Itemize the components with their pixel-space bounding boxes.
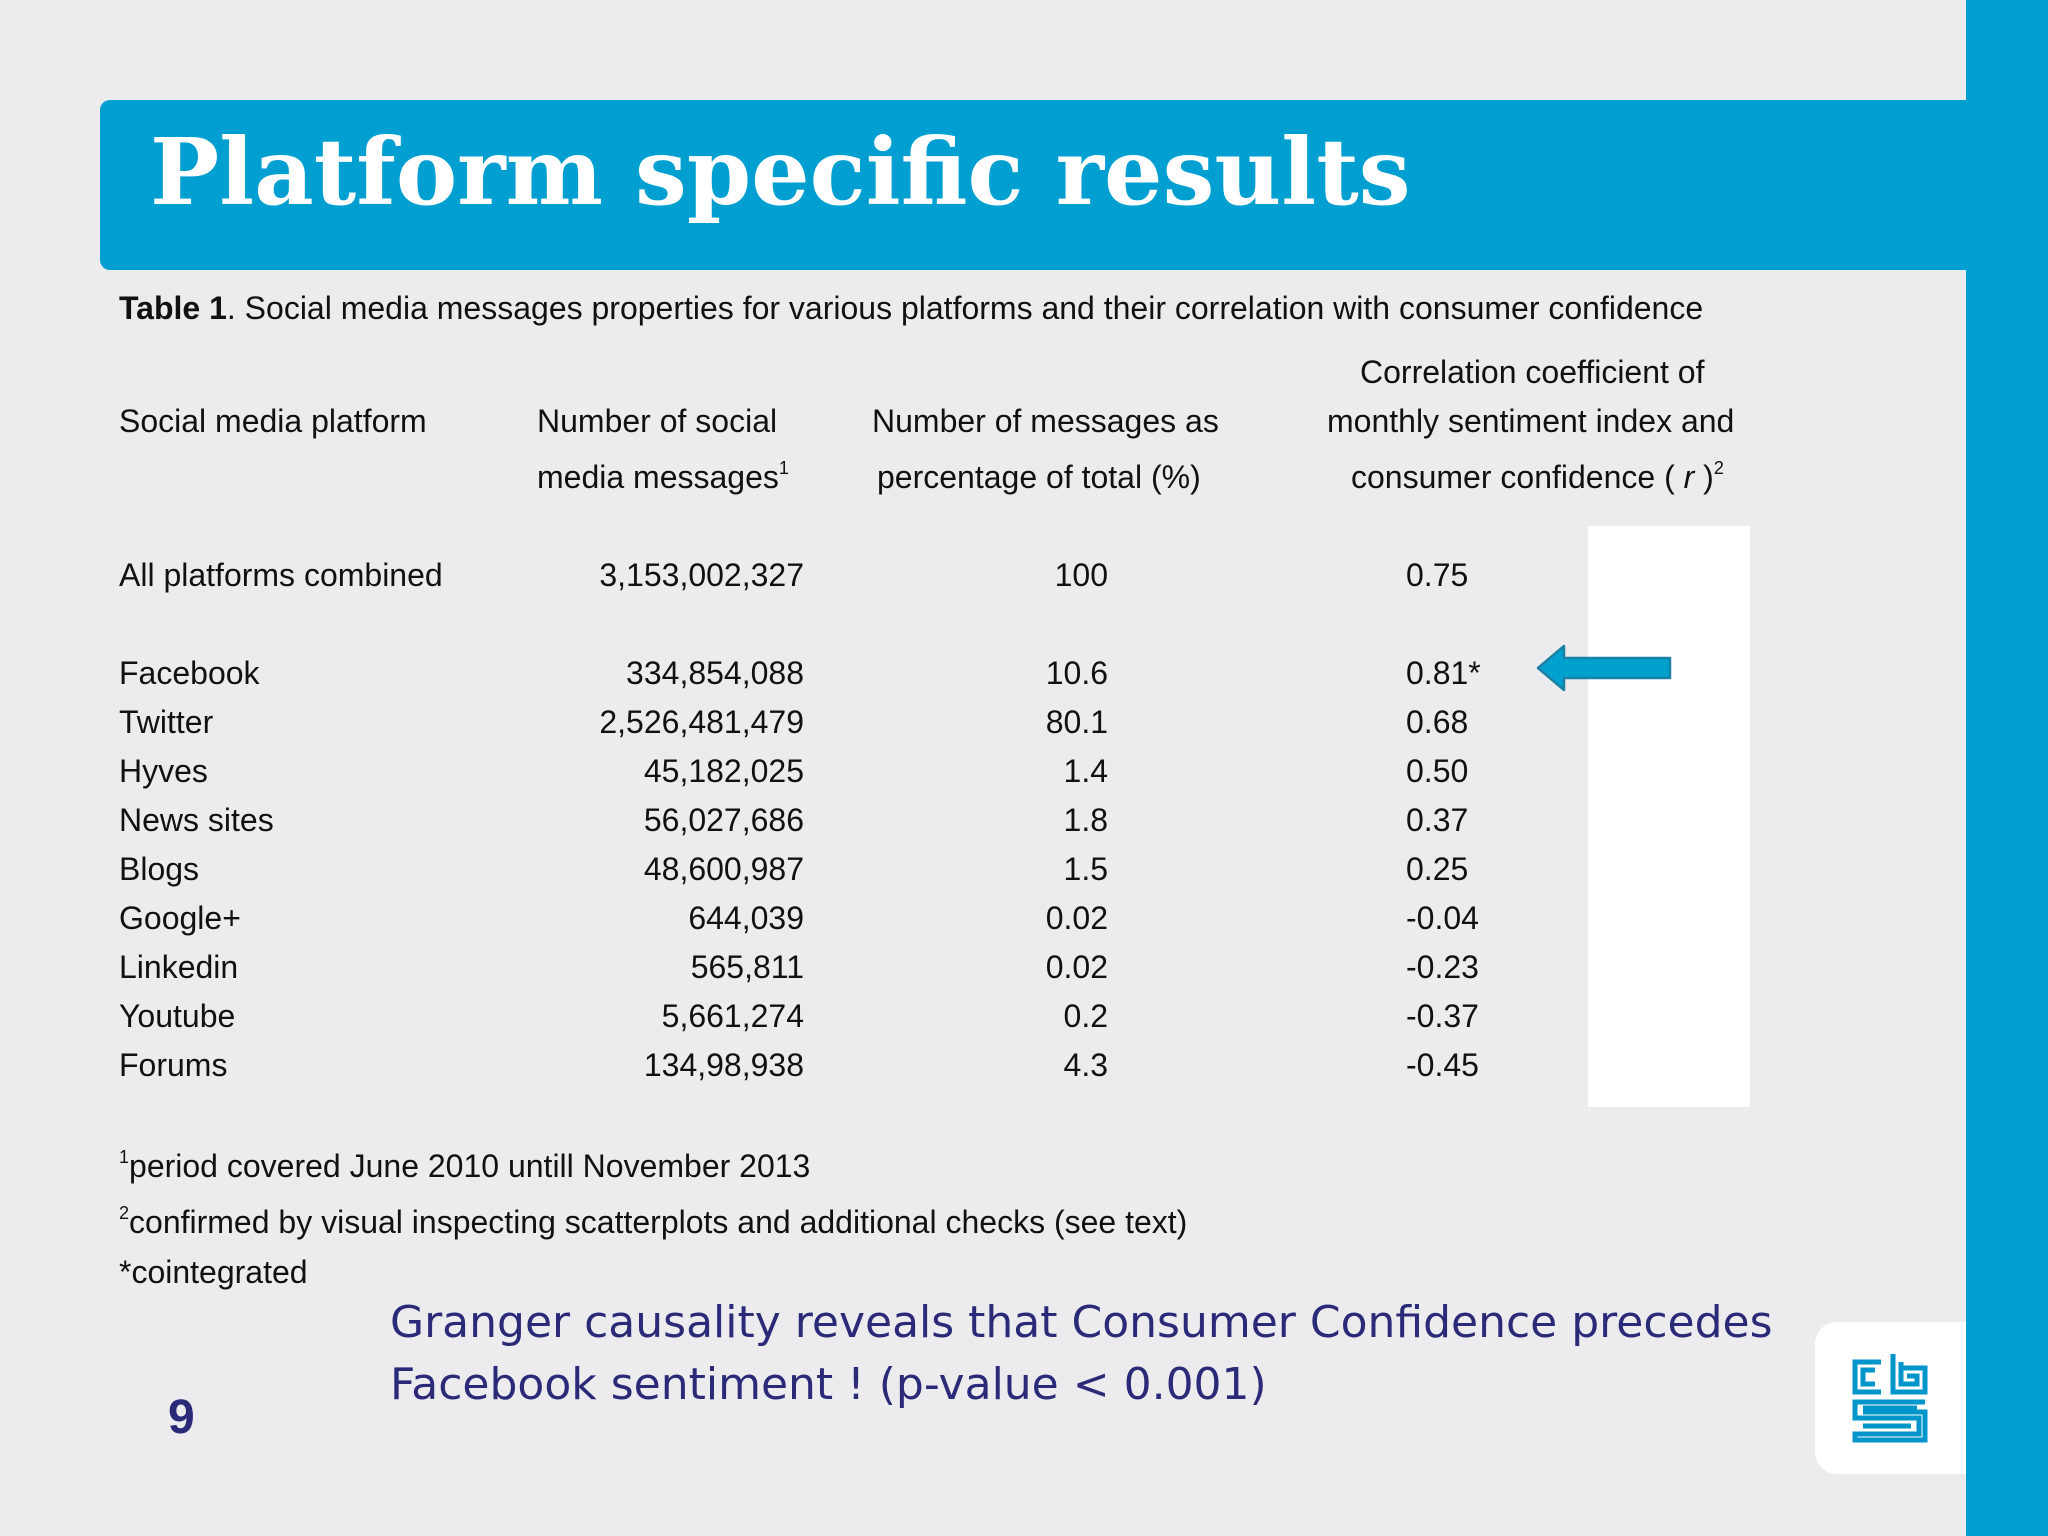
combined-percentage: 100 [1054,557,1108,593]
combined-correlation: 0.75 [1406,557,1469,593]
table-caption-label: Table 1 [119,290,227,326]
combined-messages: 3,153,002,327 [599,557,804,593]
row-platform: Youtube [119,998,236,1034]
header-messages-line1: Number of social [537,403,778,439]
row-percentage: 1.4 [1063,753,1108,789]
row-correlation: 0.81* [1406,655,1481,691]
title-banner: Platform specific results [100,100,1966,270]
row-messages: 5,661,274 [661,998,804,1034]
row-messages: 334,854,088 [626,655,804,691]
row-messages: 48,600,987 [643,851,804,887]
row-correlation: -0.04 [1406,900,1479,936]
header-correlation-text: consumer confidence ( [1351,459,1684,495]
row-correlation: 0.25 [1406,851,1469,887]
footnote-2-text: confirmed by visual inspecting scatterpl… [129,1204,1188,1240]
row-percentage: 1.8 [1063,802,1108,838]
page-number: 9 [168,1391,195,1444]
row-messages: 134,98,938 [643,1047,804,1083]
row-percentage: 1.5 [1063,851,1108,887]
row-correlation: 0.50 [1406,753,1469,789]
row-percentage: 80.1 [1045,704,1108,740]
footnote-1-mark: 1 [119,1147,130,1167]
row-messages: 2,526,481,479 [599,704,804,740]
conclusion-line-2: Facebook sentiment ! (p-value < 0.001) [390,1359,1267,1410]
footnote-1: 1period covered June 2010 untill Novembe… [119,1148,810,1185]
row-percentage: 10.6 [1045,655,1108,691]
row-messages: 644,039 [688,900,804,936]
header-correlation-r: r [1683,459,1695,495]
table-caption: Table 1. Social media messages propertie… [119,290,1703,327]
header-correlation-line1: Correlation coefficient of [1360,354,1705,390]
slide-title: Platform specific results [150,118,1411,226]
row-platform: Twitter [119,704,214,740]
header-messages-line2: media messages1 [537,452,789,502]
combined-platform: All platforms combined [119,557,443,593]
row-platform: Linkedin [119,949,239,985]
row-platform: News sites [119,802,274,838]
footnote-2-mark: 2 [119,1203,130,1223]
row-messages: 56,027,686 [643,802,804,838]
header-messages-text: media messages [537,459,779,495]
row-platform: Facebook [119,655,260,691]
row-percentage: 0.02 [1045,949,1108,985]
header-percentage-line2: percentage of total (%) [877,459,1201,495]
footnote-2: 2confirmed by visual inspecting scatterp… [119,1204,1187,1241]
row-platform: Hyves [119,753,208,789]
header-messages-footnote-mark: 1 [778,458,789,478]
header-platform: Social media platform [119,403,427,439]
header-correlation-line3: consumer confidence ( r )2 [1351,452,1724,502]
row-correlation: -0.45 [1406,1047,1479,1083]
correlation-column-highlight [1588,526,1750,1107]
row-correlation: 0.68 [1406,704,1469,740]
row-correlation: -0.37 [1406,998,1479,1034]
right-accent-bar [1966,0,2048,1536]
header-percentage-line1: Number of messages as [872,403,1219,439]
footnote-3: *cointegrated [119,1254,308,1290]
row-platform: Google+ [119,900,241,936]
row-platform: Forums [119,1047,228,1083]
row-platform: Blogs [119,851,200,887]
conclusion-text: Granger causality reveals that Consumer … [390,1292,1773,1416]
header-correlation-footnote-mark: 2 [1713,458,1724,478]
row-correlation: -0.23 [1406,949,1479,985]
cbs-logo-icon [1852,1354,1928,1443]
logo-container [1815,1322,1966,1474]
header-correlation-close: ) [1694,459,1714,495]
row-percentage: 4.3 [1063,1047,1108,1083]
row-messages: 565,811 [690,949,804,985]
row-percentage: 0.02 [1045,900,1108,936]
header-correlation-line2: monthly sentiment index and [1327,403,1735,439]
conclusion-line-1: Granger causality reveals that Consumer … [390,1297,1773,1348]
footnote-1-text: period covered June 2010 untill November… [129,1148,811,1184]
left-arrow-icon [1536,644,1672,692]
row-messages: 45,182,025 [643,753,804,789]
row-correlation: 0.37 [1406,802,1469,838]
table-caption-text: . Social media messages properties for v… [226,290,1704,326]
row-percentage: 0.2 [1063,998,1108,1034]
